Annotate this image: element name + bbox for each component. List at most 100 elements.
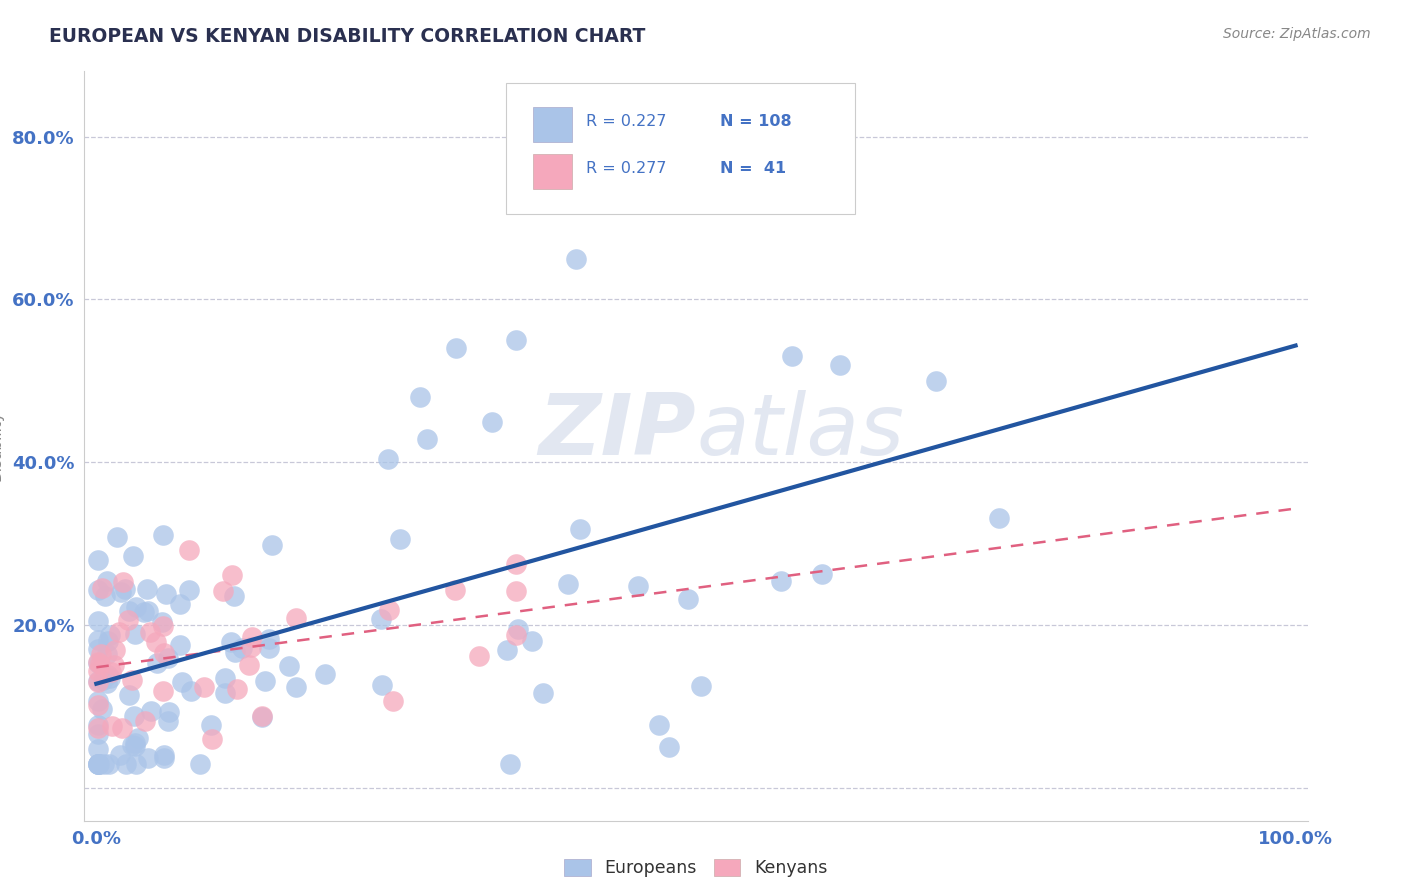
Point [193, 680, 215, 694]
Point [86, 756, 108, 771]
Point [156, 714, 179, 728]
Point [91, 673, 114, 688]
Point [90, 581, 112, 595]
Point [416, 432, 439, 446]
Point [86, 721, 108, 735]
Point [135, 582, 157, 596]
Point [468, 649, 491, 664]
Point [97, 756, 120, 771]
Point [134, 606, 156, 620]
Point [86, 673, 108, 688]
Point [627, 579, 650, 593]
Point [108, 624, 131, 639]
Point [86, 632, 108, 647]
Point [371, 678, 394, 692]
Point [565, 252, 588, 266]
Point [121, 738, 143, 752]
Point [214, 686, 236, 700]
Point [658, 740, 681, 755]
Point [172, 674, 194, 689]
Point [988, 511, 1011, 525]
Point [101, 719, 124, 733]
Point [96, 676, 118, 690]
Point [86, 664, 108, 678]
Point [254, 673, 277, 688]
Point [86, 553, 108, 567]
Point [112, 575, 135, 590]
Point [96, 647, 118, 661]
Point [505, 557, 527, 571]
Point [828, 358, 851, 372]
Text: N =  41: N = 41 [720, 161, 786, 177]
Point [388, 533, 411, 547]
Text: ZIP: ZIP [538, 390, 696, 473]
Point [200, 718, 222, 732]
Point [444, 341, 467, 355]
Point [98, 628, 121, 642]
Point [531, 686, 554, 700]
Point [124, 709, 146, 723]
Point [86, 615, 108, 629]
Point [188, 756, 211, 771]
Point [139, 704, 162, 718]
Point [314, 666, 336, 681]
Point [93, 756, 115, 771]
Point [219, 635, 242, 649]
Point [153, 747, 176, 762]
Point [153, 750, 176, 764]
Point [136, 751, 159, 765]
Point [180, 683, 202, 698]
Point [224, 589, 246, 603]
Point [179, 582, 201, 597]
Point [86, 726, 108, 740]
Point [257, 641, 280, 656]
Point [169, 638, 191, 652]
Point [214, 672, 236, 686]
Point [780, 350, 803, 364]
Text: R = 0.227: R = 0.227 [586, 114, 666, 129]
Point [508, 622, 530, 636]
Point [239, 640, 262, 655]
Point [153, 646, 176, 660]
Point [257, 632, 280, 646]
Point [100, 665, 122, 679]
Point [124, 627, 146, 641]
Point [505, 333, 527, 347]
Point [179, 542, 201, 557]
Point [678, 591, 700, 606]
Text: R = 0.277: R = 0.277 [586, 161, 666, 177]
Point [495, 643, 517, 657]
Point [770, 574, 793, 589]
Point [285, 611, 308, 625]
Point [134, 714, 156, 729]
Point [87, 756, 110, 771]
Point [481, 415, 503, 429]
Point [155, 587, 177, 601]
Point [105, 530, 128, 544]
Point [378, 602, 401, 616]
FancyBboxPatch shape [533, 154, 572, 189]
Legend: Europeans, Kenyans: Europeans, Kenyans [558, 852, 834, 884]
Text: atlas: atlas [696, 390, 904, 473]
FancyBboxPatch shape [506, 83, 855, 214]
Point [231, 640, 253, 655]
Point [86, 582, 108, 597]
Point [250, 710, 273, 724]
Point [505, 627, 527, 641]
Point [224, 645, 246, 659]
Point [121, 673, 143, 687]
Point [811, 567, 834, 582]
Point [96, 574, 118, 588]
Point [156, 651, 179, 665]
Point [377, 451, 399, 466]
Point [89, 657, 111, 671]
Point [121, 549, 143, 563]
Point [252, 708, 274, 723]
Point [90, 648, 112, 662]
FancyBboxPatch shape [533, 107, 572, 142]
Point [277, 659, 299, 673]
Point [262, 538, 284, 552]
Point [661, 186, 683, 201]
Point [91, 702, 114, 716]
Point [110, 722, 132, 736]
